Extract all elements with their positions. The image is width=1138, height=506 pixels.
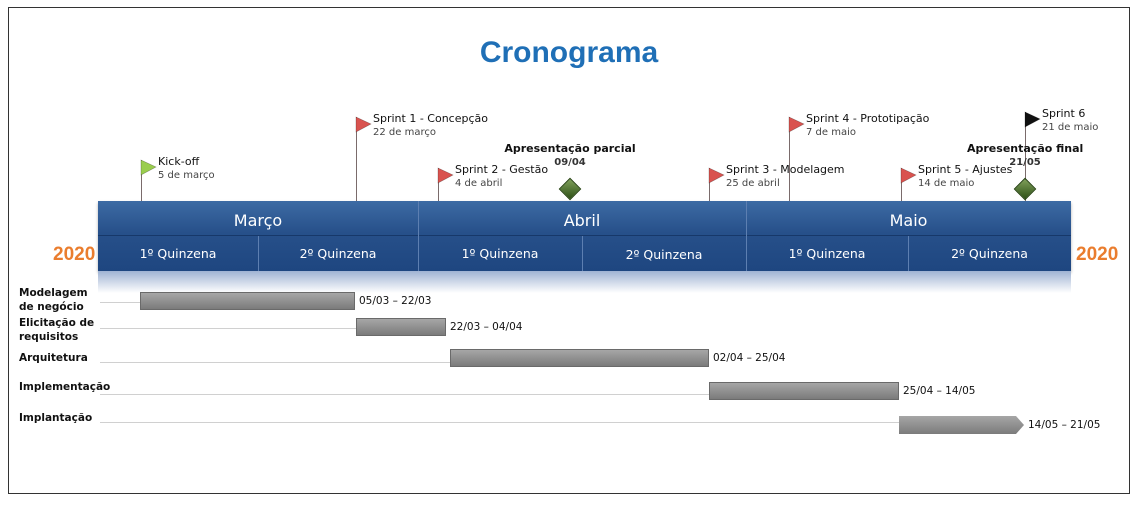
quinzena-maio-2: 2º Quinzena: [951, 246, 1028, 261]
milestone-pole: [1025, 112, 1026, 201]
task-guideline: [100, 302, 140, 303]
task-bar: [450, 349, 709, 367]
milestone-pole: [901, 168, 902, 201]
year-right: 2020: [1076, 244, 1119, 265]
milestone-date: 4 de abril: [455, 178, 503, 189]
milestone-label: Sprint 4 - Prototipação: [806, 112, 930, 125]
milestone-date: 21 de maio: [1042, 122, 1099, 133]
milestone-label: Kick-off: [158, 155, 200, 168]
milestone-label: Sprint 3 - Modelagem: [726, 163, 845, 176]
milestone-flag-icon: [140, 159, 157, 176]
task-guideline: [100, 362, 450, 363]
milestone-label: Sprint 5 - Ajustes: [918, 163, 1013, 176]
month-marco: Março: [233, 211, 283, 230]
band-separator: [98, 235, 1071, 236]
task-guideline: [100, 394, 709, 395]
task-bar: [356, 318, 446, 336]
task-bar: [709, 382, 899, 400]
page-title: Cronograma: [479, 36, 659, 69]
task-label: Arquitetura: [19, 352, 88, 364]
divider-month: [418, 201, 419, 271]
milestone-flag-icon: [1024, 111, 1041, 128]
milestone-pole: [438, 168, 439, 201]
milestone-pole: [709, 168, 710, 201]
milestone-date: 25 de abril: [726, 178, 780, 189]
task-date-range: 02/04 – 25/04: [713, 352, 786, 364]
milestone-pole: [356, 117, 357, 201]
divider-month: [746, 201, 747, 271]
diagram-frame: [8, 7, 1130, 494]
divider-quinzena: [908, 236, 909, 271]
task-date-range: 22/03 – 04/04: [450, 321, 523, 333]
key-event-label: Apresentação parcial: [504, 142, 636, 155]
milestone-date: 5 de março: [158, 170, 215, 181]
divider-quinzena: [258, 236, 259, 271]
timeline-band: Março Abril Maio 1º Quinzena 2º Quinzena…: [98, 201, 1071, 271]
milestone-pole: [789, 117, 790, 201]
key-event-date: 09/04: [554, 157, 586, 168]
task-label: Implementação: [19, 381, 111, 393]
milestone-date: 14 de maio: [918, 178, 975, 189]
month-abril: Abril: [563, 211, 601, 230]
milestone-label: Sprint 1 - Concepção: [373, 112, 488, 125]
task-bar: [140, 292, 355, 310]
milestone-flag-icon: [437, 167, 454, 184]
quinzena-abril-1: 1º Quinzena: [461, 246, 539, 261]
milestone-label: Sprint 2 - Gestão: [455, 163, 549, 176]
divider-quinzena: [582, 236, 583, 271]
key-event-label: Apresentação final: [967, 142, 1084, 155]
task-date-range: 14/05 – 21/05: [1028, 419, 1101, 431]
quinzena-marco-2: 2º Quinzena: [299, 246, 377, 261]
year-left: 2020: [53, 244, 96, 265]
milestone-flag-icon: [900, 167, 917, 184]
task-guideline: [100, 422, 899, 423]
task-date-range: 25/04 – 14/05: [903, 385, 976, 397]
milestone-flag-icon: [788, 116, 805, 133]
month-maio: Maio: [889, 211, 928, 230]
task-date-range: 05/03 – 22/03: [359, 295, 432, 307]
milestone-label: Sprint 6: [1042, 107, 1086, 120]
quinzena-marco-1: 1º Quinzena: [139, 246, 217, 261]
milestone-flag-icon: [708, 167, 725, 184]
milestone-date: 22 de março: [373, 127, 436, 138]
milestone-date: 7 de maio: [806, 127, 856, 138]
key-event-date: 21/05: [1009, 157, 1041, 168]
band-shadow: [98, 271, 1071, 293]
task-label: Implantação: [19, 412, 93, 424]
task-guideline: [100, 328, 356, 329]
quinzena-maio-1: 1º Quinzena: [788, 246, 866, 261]
task-label: Modelagem de negócio: [19, 287, 88, 313]
task-label: Elicitação de requisitos: [19, 317, 95, 343]
task-bar: [899, 416, 1024, 434]
quinzena-abril-2: 2º Quinzena: [625, 247, 703, 262]
milestone-pole: [141, 160, 142, 201]
milestone-flag-icon: [355, 116, 372, 133]
